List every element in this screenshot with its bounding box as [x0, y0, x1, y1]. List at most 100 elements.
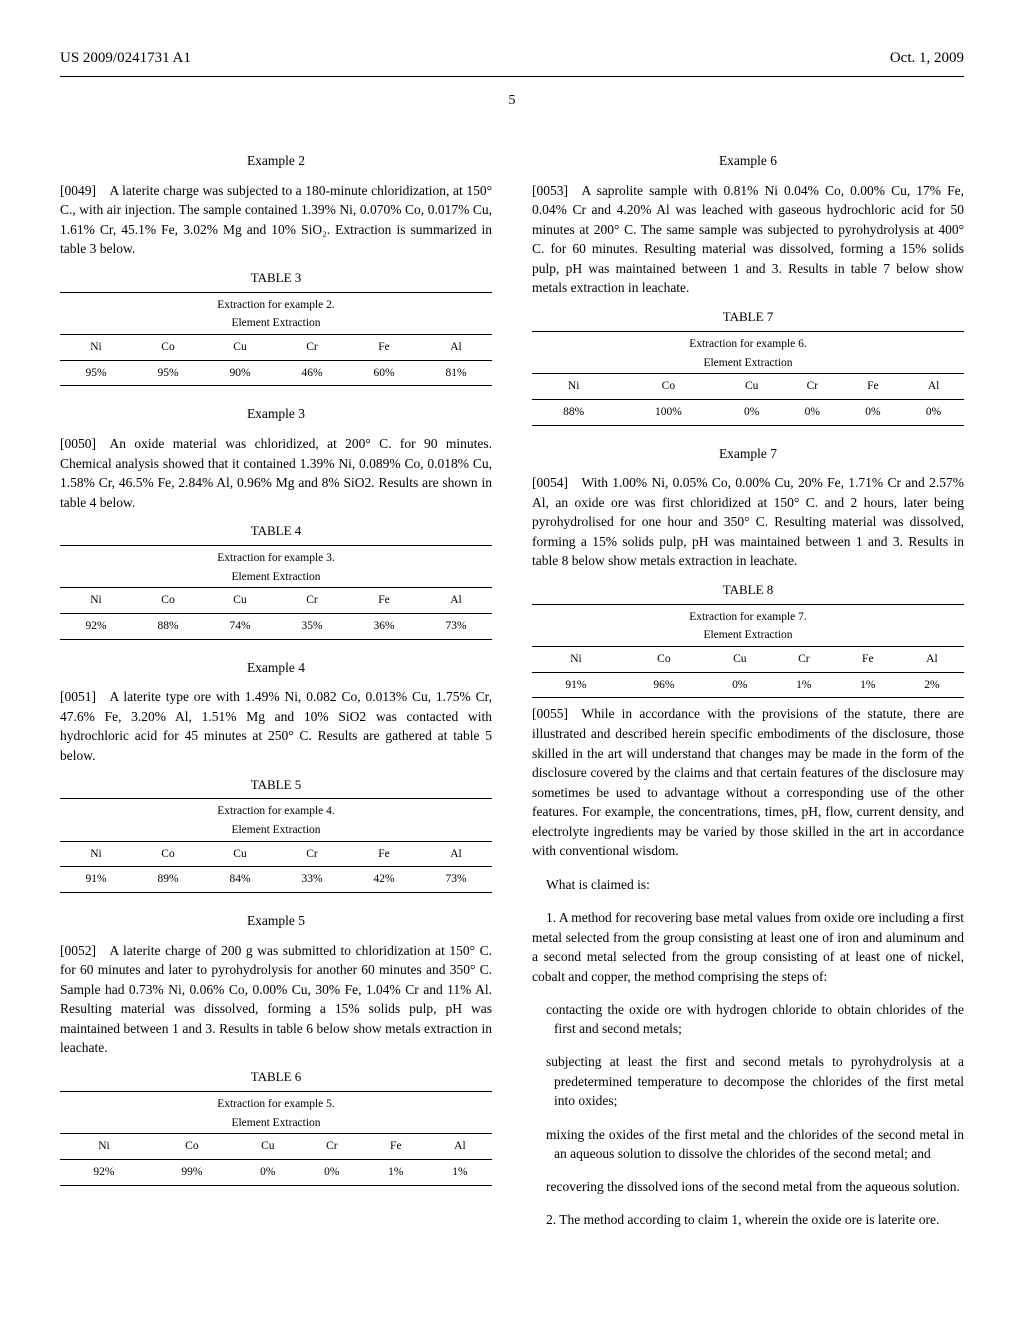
t7-v-5: 0%	[903, 399, 964, 425]
publication-date: Oct. 1, 2009	[890, 48, 964, 70]
table-3: Extraction for example 2. Element Extrac…	[60, 292, 492, 387]
table-7-caption: Extraction for example 6.	[532, 331, 964, 353]
example-7-title: Example 7	[532, 444, 964, 464]
table-3-subcaption: Element Extraction	[60, 314, 492, 334]
publication-number: US 2009/0241731 A1	[60, 48, 191, 70]
t5-v-2: 84%	[204, 867, 276, 893]
claims-intro: What is claimed is:	[532, 875, 964, 895]
table-5: Extraction for example 4. Element Extrac…	[60, 798, 492, 893]
t6-v-3: 0%	[300, 1159, 364, 1185]
t6-h-1: Co	[148, 1134, 236, 1160]
paragraph-0052: [0052] A laterite charge of 200 g was su…	[60, 941, 492, 1058]
t8-v-3: 1%	[772, 672, 836, 698]
claim-1-step-2: subjecting at least the first and second…	[554, 1052, 964, 1111]
t6-h-3: Cr	[300, 1134, 364, 1160]
t4-h-5: Al	[420, 588, 492, 614]
t8-h-0: Ni	[532, 647, 620, 673]
para-text-0049: [0049] A laterite charge was subjected t…	[60, 183, 492, 257]
example-5-title: Example 5	[60, 911, 492, 931]
t4-h-1: Co	[132, 588, 204, 614]
table-4-caption: Extraction for example 3.	[60, 546, 492, 568]
t7-v-0: 88%	[532, 399, 615, 425]
t3-h-1: Co	[132, 335, 204, 361]
t7-v-2: 0%	[721, 399, 782, 425]
example-6-title: Example 6	[532, 151, 964, 171]
t3-h-4: Fe	[348, 335, 420, 361]
paragraph-0051: [0051] A laterite type ore with 1.49% Ni…	[60, 687, 492, 765]
t7-h-0: Ni	[532, 374, 615, 400]
table-7-subcaption: Element Extraction	[532, 354, 964, 374]
t8-h-4: Fe	[836, 647, 900, 673]
table-8-subcaption: Element Extraction	[532, 626, 964, 646]
paragraph-0050: [0050] An oxide material was chloridized…	[60, 434, 492, 512]
table-5-caption: Extraction for example 4.	[60, 799, 492, 821]
header-divider	[60, 76, 964, 77]
t4-v-1: 88%	[132, 614, 204, 640]
t6-v-5: 1%	[428, 1159, 492, 1185]
t6-h-2: Cu	[236, 1134, 300, 1160]
t8-h-5: Al	[900, 647, 964, 673]
t5-v-4: 42%	[348, 867, 420, 893]
claim-1-step-3: mixing the oxides of the first metal and…	[554, 1125, 964, 1164]
claim-1-lead: 1. A method for recovering base metal va…	[532, 910, 964, 984]
claim-1: 1. A method for recovering base metal va…	[532, 908, 964, 986]
table-6-caption: Extraction for example 5.	[60, 1091, 492, 1113]
example-3-title: Example 3	[60, 404, 492, 424]
t7-v-3: 0%	[782, 399, 843, 425]
paragraph-0054: [0054] With 1.00% Ni, 0.05% Co, 0.00% Cu…	[532, 473, 964, 571]
t4-v-2: 74%	[204, 614, 276, 640]
paragraph-0049: [0049] A laterite charge was subjected t…	[60, 181, 492, 259]
table-7-label: TABLE 7	[532, 308, 964, 327]
t3-h-5: Al	[420, 335, 492, 361]
claim-1-step-1: contacting the oxide ore with hydrogen c…	[554, 1000, 964, 1039]
t6-v-0: 92%	[60, 1159, 148, 1185]
t4-v-4: 36%	[348, 614, 420, 640]
t3-v-5: 81%	[420, 360, 492, 386]
claim-1-step-4: recovering the dissolved ions of the sec…	[554, 1177, 964, 1197]
t3-v-2: 90%	[204, 360, 276, 386]
t3-h-3: Cr	[276, 335, 348, 361]
t3-v-3: 46%	[276, 360, 348, 386]
t5-v-0: 91%	[60, 867, 132, 893]
t5-h-3: Cr	[276, 841, 348, 867]
page-number: 5	[60, 91, 964, 111]
t3-h-2: Cu	[204, 335, 276, 361]
t8-h-2: Cu	[708, 647, 772, 673]
t8-v-4: 1%	[836, 672, 900, 698]
t5-v-3: 33%	[276, 867, 348, 893]
t8-h-1: Co	[620, 647, 708, 673]
t3-v-4: 60%	[348, 360, 420, 386]
t7-v-1: 100%	[615, 399, 721, 425]
t7-h-5: Al	[903, 374, 964, 400]
t8-v-0: 91%	[532, 672, 620, 698]
table-4-label: TABLE 4	[60, 522, 492, 541]
t5-h-2: Cu	[204, 841, 276, 867]
t8-v-2: 0%	[708, 672, 772, 698]
table-5-label: TABLE 5	[60, 776, 492, 795]
t4-h-2: Cu	[204, 588, 276, 614]
t6-v-1: 99%	[148, 1159, 236, 1185]
content-columns: Example 2 [0049] A laterite charge was s…	[60, 133, 964, 1236]
table-8-caption: Extraction for example 7.	[532, 604, 964, 626]
t7-h-3: Cr	[782, 374, 843, 400]
t3-v-1: 95%	[132, 360, 204, 386]
t6-h-0: Ni	[60, 1134, 148, 1160]
t6-v-2: 0%	[236, 1159, 300, 1185]
t4-h-4: Fe	[348, 588, 420, 614]
t3-h-0: Ni	[60, 335, 132, 361]
table-4-subcaption: Element Extraction	[60, 568, 492, 588]
table-6-subcaption: Element Extraction	[60, 1114, 492, 1134]
paragraph-0055: [0055] While in accordance with the prov…	[532, 704, 964, 861]
t5-h-0: Ni	[60, 841, 132, 867]
t6-h-4: Fe	[364, 1134, 428, 1160]
t7-h-2: Cu	[721, 374, 782, 400]
t6-h-5: Al	[428, 1134, 492, 1160]
t5-v-1: 89%	[132, 867, 204, 893]
t7-h-4: Fe	[843, 374, 904, 400]
page-header: US 2009/0241731 A1 Oct. 1, 2009	[60, 48, 964, 70]
paragraph-0053: [0053] A saprolite sample with 0.81% Ni …	[532, 181, 964, 298]
table-5-subcaption: Element Extraction	[60, 821, 492, 841]
t8-v-1: 96%	[620, 672, 708, 698]
t8-v-5: 2%	[900, 672, 964, 698]
left-column: Example 2 [0049] A laterite charge was s…	[60, 133, 492, 1236]
